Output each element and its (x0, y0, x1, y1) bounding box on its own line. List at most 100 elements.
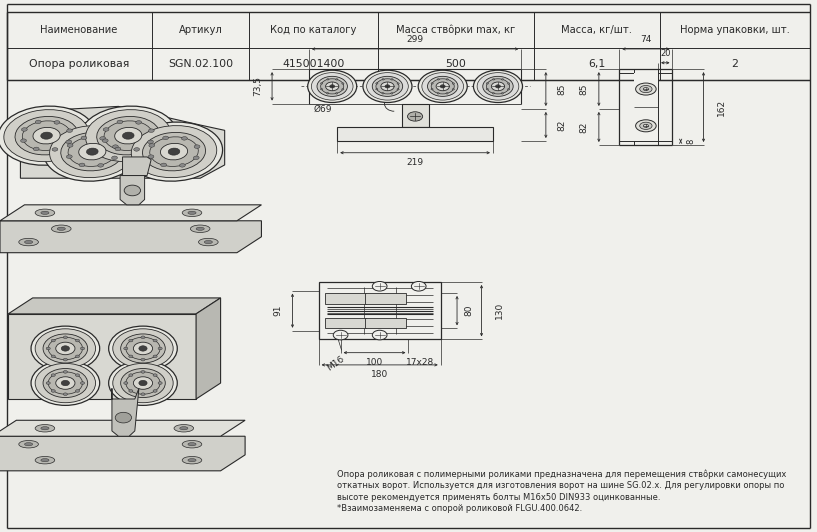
Ellipse shape (194, 156, 199, 160)
Bar (325, 318, 366, 328)
Ellipse shape (48, 372, 83, 394)
Text: 74: 74 (641, 35, 652, 44)
Ellipse shape (501, 93, 503, 94)
Ellipse shape (326, 82, 339, 91)
Ellipse shape (67, 144, 73, 147)
Ellipse shape (113, 145, 118, 148)
Text: 80: 80 (465, 305, 474, 317)
Ellipse shape (188, 443, 196, 446)
Ellipse shape (199, 238, 218, 246)
Polygon shape (0, 221, 261, 253)
Bar (325, 293, 366, 304)
Ellipse shape (61, 380, 69, 386)
Ellipse shape (327, 93, 328, 94)
Ellipse shape (109, 326, 177, 371)
Ellipse shape (41, 459, 49, 462)
Ellipse shape (136, 121, 141, 124)
Ellipse shape (43, 334, 87, 363)
Ellipse shape (114, 127, 142, 144)
Ellipse shape (161, 163, 167, 167)
Ellipse shape (148, 140, 154, 144)
Ellipse shape (129, 374, 133, 377)
Ellipse shape (141, 393, 145, 396)
Ellipse shape (75, 355, 79, 358)
Polygon shape (0, 420, 245, 436)
Ellipse shape (153, 389, 157, 392)
Ellipse shape (436, 82, 449, 91)
Ellipse shape (54, 121, 60, 124)
Ellipse shape (431, 82, 433, 84)
Ellipse shape (109, 361, 177, 405)
Text: Ø69: Ø69 (314, 105, 333, 114)
Ellipse shape (182, 440, 202, 448)
Ellipse shape (163, 136, 168, 139)
Ellipse shape (46, 381, 51, 385)
Ellipse shape (139, 380, 147, 386)
Ellipse shape (153, 339, 157, 342)
Ellipse shape (51, 389, 56, 392)
Ellipse shape (123, 381, 128, 385)
Ellipse shape (57, 227, 65, 230)
Ellipse shape (61, 346, 69, 351)
Text: Норма упаковки, шт.: Норма упаковки, шт. (680, 25, 790, 35)
Ellipse shape (31, 326, 100, 371)
Ellipse shape (41, 427, 49, 430)
Ellipse shape (180, 164, 185, 167)
Ellipse shape (133, 342, 153, 355)
Ellipse shape (381, 82, 394, 91)
Ellipse shape (158, 347, 163, 350)
Ellipse shape (376, 79, 399, 94)
Ellipse shape (431, 88, 433, 90)
Ellipse shape (188, 211, 196, 214)
Ellipse shape (33, 147, 39, 151)
Ellipse shape (35, 363, 96, 403)
Text: 162: 162 (717, 98, 726, 115)
Ellipse shape (336, 93, 337, 94)
Ellipse shape (44, 122, 141, 181)
Bar (365, 293, 406, 304)
Ellipse shape (342, 89, 344, 90)
Ellipse shape (4, 110, 89, 162)
Ellipse shape (190, 225, 210, 232)
Text: 100: 100 (366, 358, 383, 367)
Ellipse shape (79, 163, 85, 167)
Ellipse shape (493, 79, 495, 80)
Ellipse shape (412, 281, 426, 291)
Ellipse shape (342, 83, 344, 84)
Ellipse shape (121, 369, 165, 397)
Ellipse shape (643, 124, 649, 127)
Ellipse shape (126, 372, 160, 394)
Ellipse shape (121, 334, 165, 363)
Ellipse shape (486, 82, 489, 84)
Text: 180: 180 (371, 370, 388, 379)
Ellipse shape (43, 369, 87, 397)
Ellipse shape (376, 88, 378, 90)
Ellipse shape (126, 337, 160, 360)
Ellipse shape (382, 79, 384, 80)
Text: SGN.02.100: SGN.02.100 (168, 59, 233, 69)
Ellipse shape (427, 77, 458, 96)
Ellipse shape (129, 355, 133, 358)
Ellipse shape (33, 127, 60, 144)
Text: 415001400: 415001400 (283, 59, 345, 69)
Ellipse shape (80, 347, 85, 350)
Ellipse shape (507, 89, 510, 90)
Ellipse shape (35, 120, 41, 123)
Ellipse shape (142, 132, 206, 171)
Ellipse shape (336, 79, 337, 80)
Ellipse shape (431, 79, 454, 94)
Ellipse shape (123, 132, 134, 139)
Text: 17x28: 17x28 (405, 358, 434, 367)
Ellipse shape (129, 339, 133, 342)
Bar (365, 318, 406, 328)
Ellipse shape (113, 329, 173, 368)
Ellipse shape (180, 427, 188, 430)
Ellipse shape (149, 144, 154, 147)
Ellipse shape (87, 148, 98, 155)
Bar (337, 127, 493, 141)
Ellipse shape (640, 86, 652, 93)
Ellipse shape (41, 211, 49, 214)
Bar (634, 73, 659, 142)
Polygon shape (8, 314, 196, 399)
Ellipse shape (123, 347, 128, 350)
